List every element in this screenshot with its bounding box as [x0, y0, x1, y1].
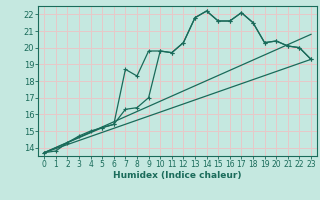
X-axis label: Humidex (Indice chaleur): Humidex (Indice chaleur): [113, 171, 242, 180]
